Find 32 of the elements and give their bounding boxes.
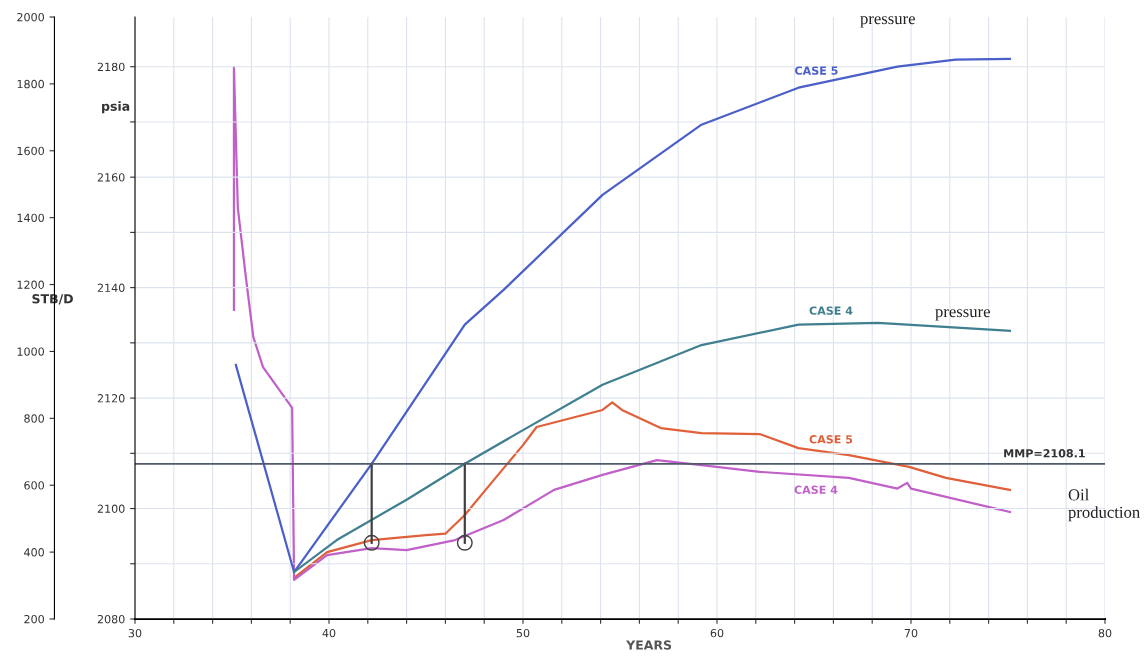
y2-tick-label: 2100 [97, 504, 125, 513]
series-label: CASE 4 [794, 485, 838, 494]
x-tick-label: 80 [1098, 628, 1112, 638]
y2-tick-label: 2080 [97, 614, 125, 624]
y-tick-label: 1400 [17, 213, 44, 223]
y2-tick-label: 2140 [97, 283, 125, 292]
y2-tick-label: 2180 [97, 62, 125, 72]
y-tick-label: 800 [24, 414, 44, 423]
x-tick-label: 70 [904, 628, 918, 638]
x-tick-label: 40 [322, 628, 336, 638]
y-tick-label: 600 [24, 481, 44, 490]
series-label: CASE 4 [809, 306, 853, 315]
y2-tick-label: 2160 [97, 173, 125, 182]
annotation: pressure [935, 309, 990, 321]
y-tick-label: 400 [24, 548, 44, 557]
y-tick-label: 1200 [17, 280, 44, 289]
y2-axis-title: psia [102, 101, 130, 114]
y-tick-label: 200 [24, 614, 44, 624]
y2-tick-label: 2120 [97, 394, 125, 403]
x-tick-label: 60 [710, 628, 724, 638]
y-tick-label: 1600 [17, 146, 44, 156]
x-tick-label: 30 [128, 628, 142, 638]
y-tick-label: 1800 [17, 79, 44, 89]
annotation: pressure [860, 16, 915, 28]
y-tick-label: 2000 [17, 12, 44, 22]
x-axis-title: YEARS [626, 640, 672, 650]
annotation: Oil production [1068, 488, 1140, 522]
y-tick-label: 1000 [17, 347, 44, 356]
series-label: CASE 5 [809, 435, 853, 444]
series-label: CASE 5 [795, 66, 838, 75]
x-tick-label: 50 [516, 628, 530, 638]
ref-line-label: MMP=2108.1 [1004, 449, 1085, 458]
